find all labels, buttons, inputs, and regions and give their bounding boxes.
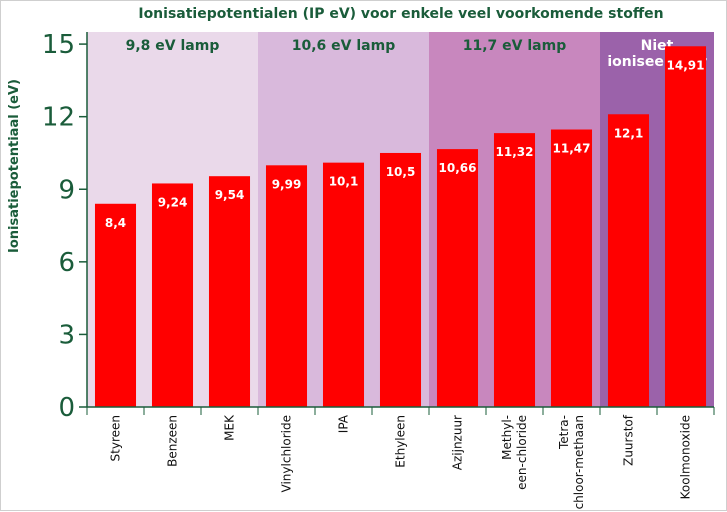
bar-value-label-10: 14,91 [667, 58, 705, 72]
category-label-7: Methyl- [500, 415, 514, 460]
bar-value-label-0: 8,4 [105, 216, 126, 230]
category-label-6: Azijnzuur [451, 415, 465, 470]
category-label-7: een-chloride [515, 415, 529, 490]
bar-7 [493, 133, 536, 407]
band-label-1: 10,6 eV lamp [292, 38, 395, 54]
band-label-2: 11,7 eV lamp [463, 38, 566, 54]
bar-1 [151, 183, 194, 407]
bar-value-label-5: 10,5 [386, 165, 416, 179]
bar-value-label-6: 10,66 [439, 161, 477, 175]
bar-value-label-3: 9,99 [272, 177, 302, 191]
category-label-8: chloor-methaan [572, 415, 586, 509]
chart-title: Ionisatiepotentialen (IP eV) voor enkele… [138, 6, 664, 22]
bar-10 [664, 46, 707, 407]
bar-8 [550, 129, 593, 407]
bar-value-label-9: 12,1 [614, 126, 644, 140]
category-label-3: Vinylchloride [280, 415, 294, 492]
bar-3 [265, 165, 308, 407]
category-label-10: Koolmonoxide [679, 415, 693, 499]
bar-value-label-1: 9,24 [158, 195, 188, 209]
y-tick-label: 15 [42, 30, 75, 60]
category-label-2: MEK [223, 414, 237, 441]
bar-value-label-8: 11,47 [553, 142, 591, 156]
bar-0 [94, 203, 137, 407]
bar-value-label-4: 10,1 [329, 175, 359, 189]
y-tick-label: 0 [58, 393, 75, 423]
category-label-8: Tetra- [557, 415, 571, 450]
bar-2 [208, 176, 251, 407]
bar-9 [607, 114, 650, 408]
bar-6 [436, 149, 479, 407]
bar-value-label-2: 9,54 [215, 188, 245, 202]
y-tick-label: 12 [42, 103, 75, 133]
bar-5 [379, 152, 422, 407]
y-tick-label: 6 [58, 248, 75, 278]
band-label-0: 9,8 eV lamp [126, 38, 220, 54]
category-label-1: Benzeen [166, 415, 180, 467]
y-tick-label: 3 [58, 320, 75, 350]
bar-value-label-7: 11,32 [496, 145, 534, 159]
category-label-0: Styreen [109, 415, 123, 461]
category-label-4: IPA [337, 414, 351, 433]
category-label-9: Zuurstof [622, 414, 636, 466]
y-tick-label: 9 [58, 175, 75, 205]
category-label-5: Ethyleen [394, 415, 408, 468]
bar-4 [322, 162, 365, 407]
